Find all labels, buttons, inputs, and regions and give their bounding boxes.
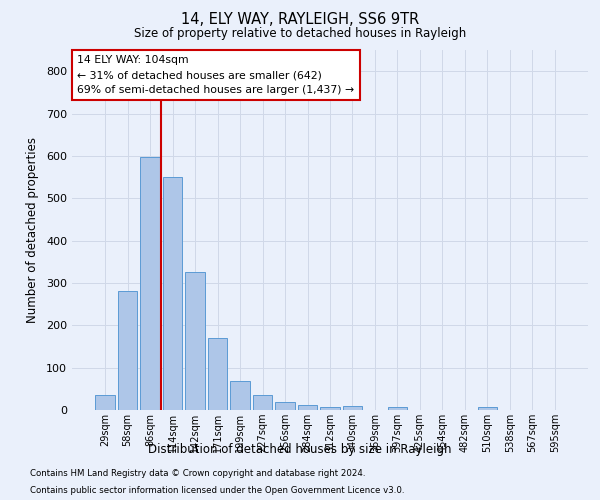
Text: 14, ELY WAY, RAYLEIGH, SS6 9TR: 14, ELY WAY, RAYLEIGH, SS6 9TR <box>181 12 419 28</box>
Bar <box>185 272 205 410</box>
Text: Contains HM Land Registry data © Crown copyright and database right 2024.: Contains HM Land Registry data © Crown c… <box>30 468 365 477</box>
Text: Size of property relative to detached houses in Rayleigh: Size of property relative to detached ho… <box>134 28 466 40</box>
Text: 14 ELY WAY: 104sqm
← 31% of detached houses are smaller (642)
69% of semi-detach: 14 ELY WAY: 104sqm ← 31% of detached hou… <box>77 56 354 95</box>
Bar <box>298 405 317 410</box>
Bar <box>208 338 227 410</box>
Bar <box>388 406 407 410</box>
Bar <box>320 406 340 410</box>
Bar <box>343 406 362 410</box>
Bar <box>478 406 497 410</box>
Bar <box>95 395 115 410</box>
Text: Contains public sector information licensed under the Open Government Licence v3: Contains public sector information licen… <box>30 486 404 495</box>
Y-axis label: Number of detached properties: Number of detached properties <box>26 137 39 323</box>
Bar <box>118 292 137 410</box>
Bar <box>140 157 160 410</box>
Bar <box>253 395 272 410</box>
Bar <box>275 402 295 410</box>
Bar <box>230 381 250 410</box>
Text: Distribution of detached houses by size in Rayleigh: Distribution of detached houses by size … <box>148 442 452 456</box>
Bar <box>163 177 182 410</box>
